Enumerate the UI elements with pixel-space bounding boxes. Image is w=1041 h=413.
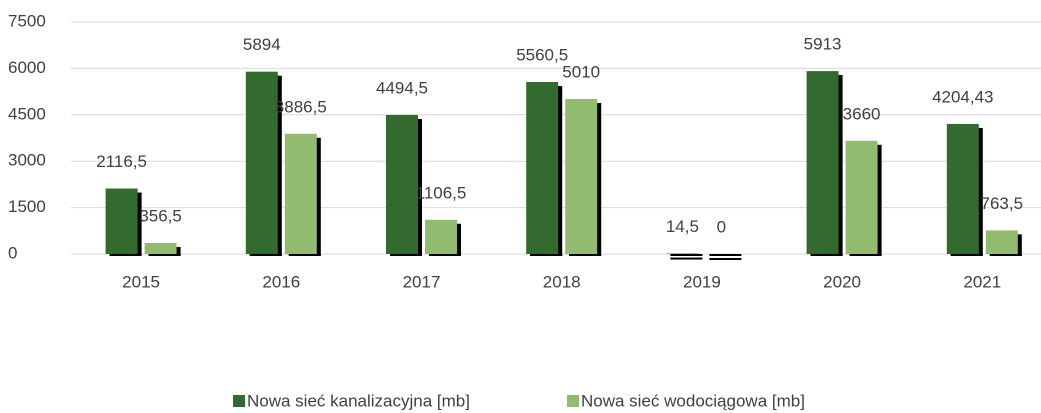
x-tick-label: 2015	[122, 272, 160, 291]
value-label: 5894	[243, 35, 281, 54]
x-tick-label: 2019	[683, 272, 721, 291]
x-tick-label: 2017	[403, 272, 441, 291]
bar-base	[429, 254, 461, 256]
bar-base	[249, 254, 282, 256]
value-label: 763,5	[981, 194, 1024, 213]
x-tick-label: 2021	[963, 272, 1001, 291]
value-label: 0	[717, 217, 726, 236]
bar-base	[148, 254, 181, 256]
bar	[526, 81, 559, 254]
bar	[144, 242, 177, 254]
value-label: 5913	[804, 35, 842, 54]
bar	[284, 133, 317, 254]
legend-label: Nowa sieć kanalizacyjna [mb]	[247, 391, 470, 410]
value-label: 356,5	[139, 206, 182, 225]
bar-base	[989, 254, 1022, 256]
legend-label: Nowa sieć wodociągowa [mb]	[581, 391, 805, 410]
bar-base	[530, 254, 563, 256]
bar-base	[709, 254, 742, 256]
y-tick-label: 0	[8, 243, 17, 262]
y-tick-label: 4500	[8, 104, 46, 123]
bar-shadow	[709, 258, 742, 260]
bar-shadow	[670, 257, 703, 260]
bar	[565, 99, 598, 254]
x-tick-label: 2018	[543, 272, 581, 291]
y-tick-label: 7500	[8, 11, 46, 30]
bar	[806, 71, 839, 254]
value-label: 5560,5	[516, 45, 568, 64]
value-label: 4204,43	[932, 87, 993, 106]
value-label: 3660	[843, 104, 881, 123]
bar-base	[569, 254, 602, 256]
value-label: 1106,5	[416, 183, 467, 202]
x-tick-label: 2020	[823, 272, 861, 291]
bar	[386, 114, 418, 255]
bar-base	[849, 254, 882, 256]
x-tick-label: 2016	[262, 272, 300, 291]
legend-swatch	[233, 395, 245, 407]
bar	[985, 230, 1018, 254]
value-label: 2116,5	[96, 152, 147, 171]
value-label: 4494,5	[376, 78, 428, 97]
bar-base	[670, 254, 703, 256]
bar-base	[109, 254, 142, 256]
y-tick-label: 6000	[8, 58, 46, 77]
bar	[105, 188, 138, 254]
bar	[245, 71, 278, 255]
value-label: 3886,5	[275, 97, 327, 116]
bar-base	[390, 254, 422, 256]
bar	[845, 140, 878, 254]
bar-base	[288, 254, 321, 256]
value-label: 5010	[562, 63, 600, 82]
y-tick-label: 3000	[8, 151, 46, 170]
bar	[425, 219, 457, 254]
value-label: 14,5	[666, 217, 699, 236]
legend-swatch	[567, 395, 579, 407]
bar-base	[950, 254, 983, 256]
bar-base	[810, 254, 843, 256]
bar	[946, 123, 979, 254]
y-tick-label: 1500	[8, 197, 46, 216]
